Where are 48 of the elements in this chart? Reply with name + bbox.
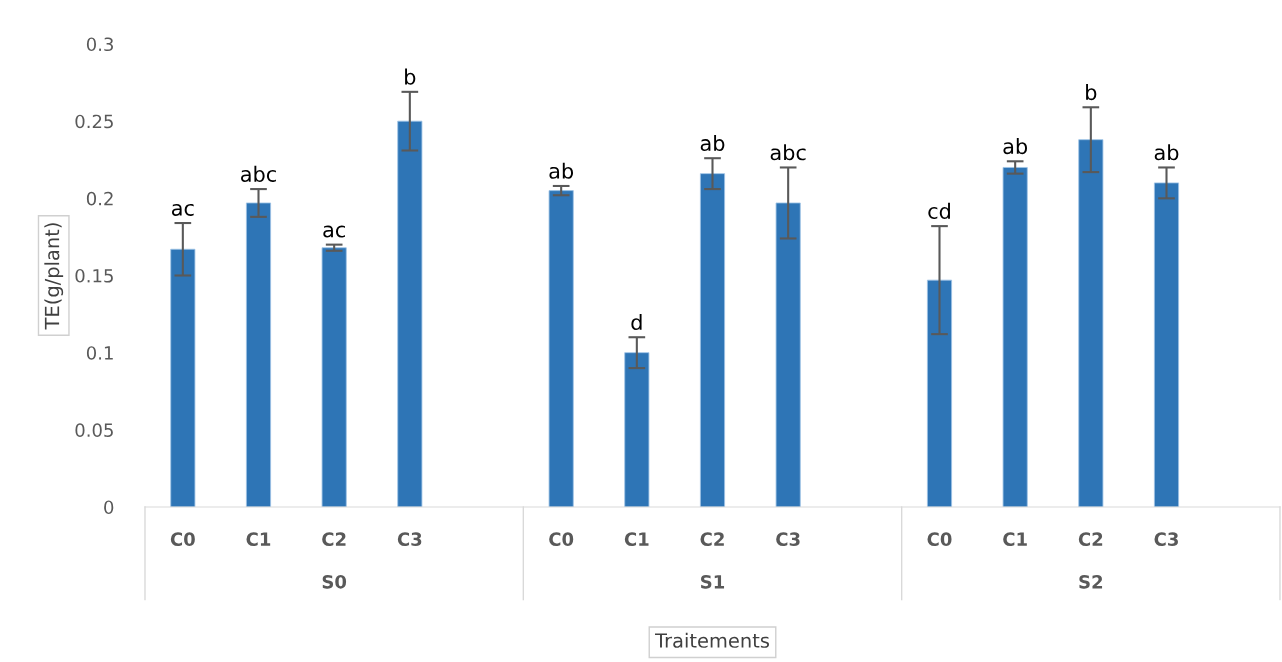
y-tick-label: 0.3: [86, 37, 113, 52]
data-label: ac: [323, 225, 345, 238]
x-tick-label: C0: [549, 532, 574, 546]
text: S1: [701, 574, 725, 589]
y-tick-label: 0: [104, 500, 114, 515]
y-axis-title: TE(g/plant): [44, 223, 64, 330]
data-label: ab: [549, 162, 574, 179]
x-tick-label: C3: [1154, 532, 1178, 546]
bar: [1153, 182, 1180, 507]
bar: [397, 120, 423, 507]
x-tick-label: C3: [397, 532, 422, 546]
x-tick-label: C0: [927, 532, 952, 546]
x-tick-label: C2: [1078, 532, 1103, 546]
y-tick-label: 0.15: [75, 268, 113, 283]
bar: [1002, 167, 1028, 507]
x-tick-label: C1: [624, 532, 649, 546]
data-label: ac: [171, 203, 194, 216]
bar: [624, 352, 650, 507]
x-tick-label: C3: [776, 532, 800, 546]
data-label: b: [405, 68, 416, 85]
bar: [926, 279, 953, 507]
data-label: cd: [928, 202, 950, 219]
bar: [170, 248, 196, 507]
bar: [1078, 139, 1104, 507]
bar: [321, 247, 347, 507]
data-label: abc: [241, 165, 276, 182]
bar: [245, 202, 272, 507]
x-tick-label: C2: [322, 532, 346, 546]
text: S0: [322, 574, 347, 589]
x-tick-label: C1: [246, 532, 271, 546]
data-label: b: [1086, 84, 1097, 101]
data-label: ab: [1003, 138, 1028, 155]
y-tick-label: 0.1: [86, 346, 113, 360]
text: S2: [1079, 574, 1103, 589]
y-tick-label: 0.25: [75, 114, 113, 129]
data-label: abc: [770, 144, 806, 161]
x-tick-label: C0: [170, 532, 195, 546]
bar: [775, 202, 801, 507]
x-tick-label: C1: [1003, 532, 1027, 546]
y-tick-label: 0.05: [75, 423, 113, 437]
data-label: ab: [700, 134, 725, 152]
x-axis-title: Traitements: [655, 632, 769, 648]
bar: [699, 173, 726, 507]
bar: [548, 190, 574, 507]
data-label: d: [631, 313, 642, 331]
y-tick-label: 0.2: [86, 191, 113, 206]
data-label: ab: [1154, 144, 1179, 161]
x-tick-label: C2: [700, 532, 724, 546]
